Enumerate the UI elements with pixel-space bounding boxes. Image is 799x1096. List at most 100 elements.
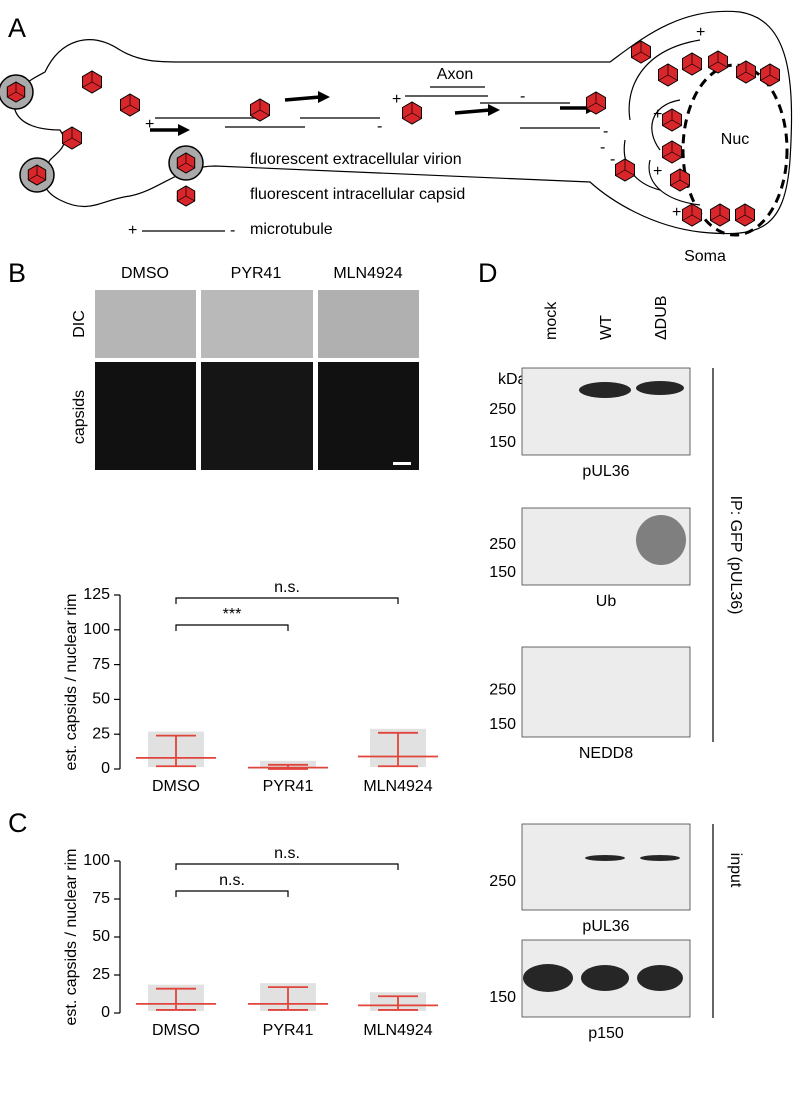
capsid-facet [402,102,422,119]
blots: pUL36 250 150 Ub 250 150 NEDD8 250 150 pUL36 250 p1… [489,367,691,1042]
microtubule-arc [628,39,701,121]
lane-label: WT [598,315,615,340]
band [581,965,629,991]
mw-marker: 250 [489,536,516,553]
capsid-facet [658,64,678,81]
mw-marker: 150 [489,716,516,733]
capsid-facet [177,186,195,202]
x-tick-label: DMSO [152,1022,200,1039]
row-label: capsids [71,390,88,444]
capsid-facet [586,92,606,109]
legend-text: microtubule [250,221,333,238]
capsid-facet [708,51,728,68]
significance: n.s. [274,579,300,596]
plus: + [145,116,154,133]
capsid-facet [615,159,635,176]
bracket [175,624,289,631]
axon-label: Axon [437,66,473,83]
capsid-facet [250,99,270,116]
nucleus [681,63,789,237]
y-tick-label: 25 [92,966,110,983]
arrowhead [488,104,500,116]
capsid-facet [735,204,755,221]
dic-image [318,290,419,358]
lane-label: ΔDUB [653,296,670,340]
minus: - [603,123,608,140]
capsid-facet [120,94,140,111]
plus: + [653,106,662,123]
x-tick-label: PYR41 [263,778,314,795]
capsid-facet [662,141,682,158]
capsid-facet [662,109,682,126]
legend-text: fluorescent intracellular capsid [250,186,465,203]
arrow [454,108,491,115]
capsid-facet [710,204,730,221]
capsid-facet [631,41,651,58]
dic-image [95,290,196,358]
y-axis-title: est. capsids / nuclear rim [63,849,80,1026]
capsid-facet [82,71,102,88]
capsid-facet [177,153,195,169]
significance: *** [223,606,242,623]
mw-marker: 150 [489,434,516,451]
x-tick-label: DMSO [152,778,200,795]
bracket [175,597,399,604]
capsid-facet [28,165,46,181]
y-tick-label: 125 [83,586,110,603]
micrographs [95,290,419,470]
y-tick-label: 0 [101,760,110,777]
panel-label: B [8,258,26,288]
scale-bar [393,462,411,465]
band [637,965,683,991]
significance: n.s. [274,845,300,862]
blot-label: NEDD8 [579,745,633,762]
panel-label: C [8,808,28,838]
y-tick-label: 50 [92,928,110,945]
bracket [175,863,399,870]
blot [521,646,691,738]
neuron-outline [13,10,793,235]
bracket [175,890,289,897]
minus: - [600,139,605,156]
blot-label: pUL36 [582,918,629,935]
blot-label: Ub [596,593,617,610]
mw-marker: 250 [489,873,516,890]
microtubule-arc [651,99,681,151]
band [636,515,686,565]
band [523,964,573,992]
minus: - [520,88,525,105]
capsid-facet [62,127,82,144]
column-label: MLN4924 [333,265,402,282]
ip-label: IP: GFP (pUL36) [727,496,744,615]
row-label: DIC [71,310,88,338]
capsid-facet [682,204,702,221]
arrowhead [178,124,190,136]
blot-label: pUL36 [582,463,629,480]
microtubule-arc [648,159,701,206]
band [640,855,680,861]
blot-label: p150 [588,1025,624,1042]
panel-label: A [8,13,26,43]
y-tick-label: 0 [101,1004,110,1021]
arrowhead [318,91,330,103]
x-tick-label: MLN4924 [363,1022,432,1039]
input-label: input [727,853,744,888]
x-tick-label: PYR41 [263,1022,314,1039]
significance: n.s. [219,872,245,889]
y-tick-label: 50 [92,691,110,708]
y-axis-title: est. capsids / nuclear rim [63,594,80,771]
capsid-facet [7,82,25,98]
nucleus-label: Nuc [721,131,749,148]
dots [260,760,316,767]
mw-marker: 150 [489,564,516,581]
capsid-image [95,362,196,470]
mw-marker: 250 [489,401,516,418]
lane-label: mock [543,301,560,340]
microtubules: + -+ --++++-- [145,24,705,221]
y-tick-label: 25 [92,725,110,742]
plus: + [128,222,137,239]
y-tick-label: 75 [92,656,110,673]
plus: + [672,204,681,221]
